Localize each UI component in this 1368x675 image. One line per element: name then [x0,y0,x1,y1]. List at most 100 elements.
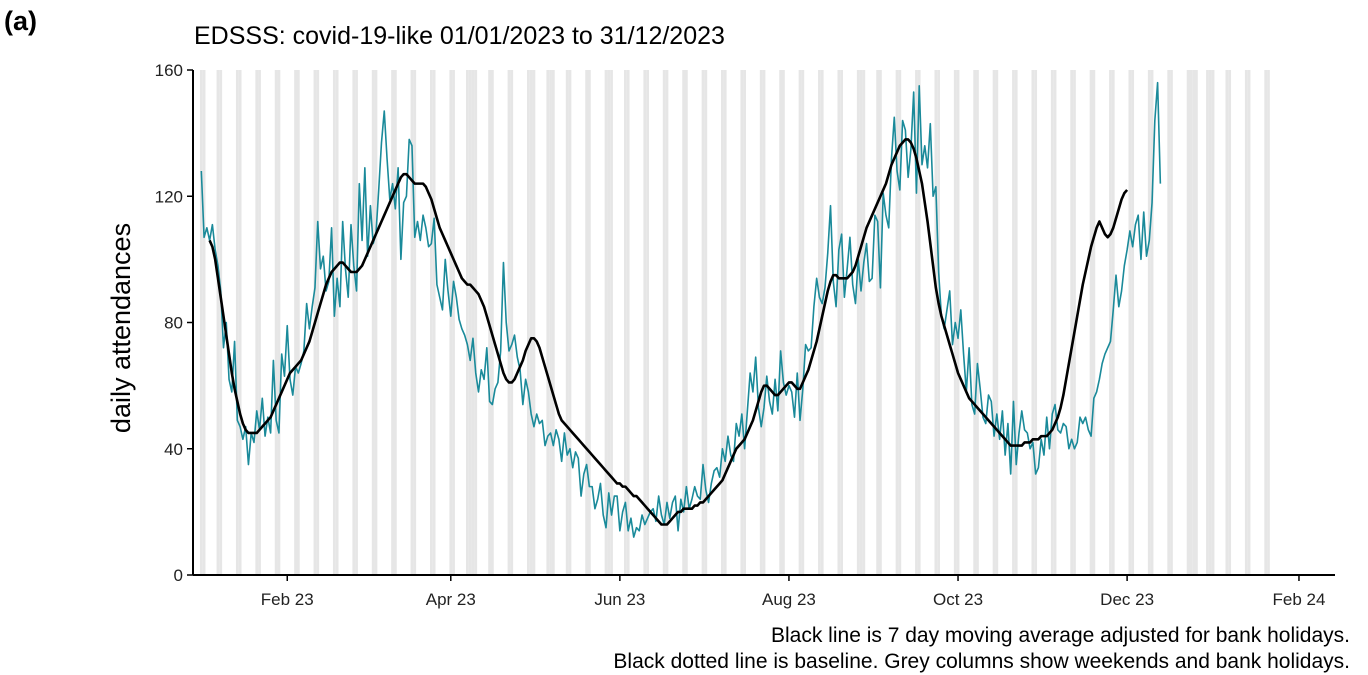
weekend-column [818,70,821,575]
series-lines [200,81,1162,538]
weekend-column [1050,70,1054,575]
weekend-column [587,70,591,575]
weekend-column [685,70,688,575]
weekend-column [258,70,261,575]
weekend-column [1189,70,1193,575]
weekend-column [449,70,453,575]
weekend-column [604,70,608,575]
weekend-column [374,70,378,575]
weekend-column [721,70,724,575]
weekend-column [1073,70,1076,575]
weekend-column [546,70,550,575]
y-tick-label: 40 [164,440,183,459]
weekend-column [976,70,979,575]
weekend-column [332,70,336,575]
weekend-column [801,70,805,575]
weekend-column [529,70,533,575]
weekend-column [701,70,705,575]
weekend-column [1264,70,1268,575]
weekend-column [468,70,472,575]
weekend-column [355,70,358,575]
weekend-column [219,70,223,575]
weekend-column [1012,70,1015,575]
weekend-column [274,70,278,575]
line-chart: 0 40 80 120 160 Feb 23 Apr 23 Jun 23 Aug 23 Oct 2… [106,61,1335,609]
weekend-column [917,70,921,575]
weekend-column [474,70,478,575]
weekend-column [682,70,686,575]
weekend-column [1211,70,1215,575]
weekend-column [1053,70,1057,575]
weekend-column [743,70,746,575]
weekend-column [898,70,902,575]
x-tick-label: Dec 23 [1100,590,1154,609]
weekend-column [490,70,494,575]
axes: 0 40 80 120 160 Feb 23 Apr 23 Jun 23 Aug 23 Oct 2… [155,61,1335,609]
weekend-column [432,70,436,575]
weekend-column [759,70,763,575]
weekend-column [216,70,220,575]
x-tick-label: Apr 23 [426,590,476,609]
weekend-column [1089,70,1093,575]
weekend-column [995,70,999,575]
x-tick-label: Aug 23 [762,590,816,609]
weekend-column [1192,70,1196,575]
weekend-column [1034,70,1038,575]
weekend-column [551,70,555,575]
weekend-column [466,70,469,575]
weekend-column [255,70,259,575]
y-tick-label: 160 [155,61,183,80]
weekend-column [856,70,860,575]
weekend-column [335,70,339,575]
weekend-column [762,70,766,575]
weekend-column [352,70,356,575]
weekend-column [199,70,203,575]
weekend-column [934,70,938,575]
weekend-column [992,70,996,575]
weekend-column [1111,70,1115,575]
weekend-column [1247,70,1251,575]
caption-line-2: Black dotted line is baseline. Grey colu… [613,650,1350,673]
weekend-column [1225,70,1229,575]
weekend-column [507,70,511,575]
weekend-column [820,70,824,575]
caption-line-1: Black line is 7 day moving average adjus… [771,624,1350,647]
weekend-column [740,70,744,575]
chart-title: EDSSS: covid-19-like 01/01/2023 to 31/12… [194,22,725,50]
weekend-column [1244,70,1248,575]
weekend-column [429,70,433,575]
weekend-column [915,70,918,575]
weekend-column [1267,70,1270,575]
weekend-column [879,70,882,575]
y-tick-label: 120 [155,187,183,206]
weekend-column [371,70,375,575]
weekend-column [973,70,977,575]
weekend-column [1131,70,1135,575]
weekend-column [610,70,613,575]
weekend-column [840,70,843,575]
weekend-column [723,70,727,575]
y-tick-label: 0 [174,566,183,585]
weekend-column [665,70,669,575]
weekend-column [837,70,841,575]
weekend-column [1195,70,1198,575]
weekend-column [391,70,394,575]
weekend-column [277,70,281,575]
weekend-column [238,70,242,575]
weekend-column [527,70,530,575]
x-tick-label: Feb 24 [1272,590,1325,609]
weekend-column [1170,70,1173,575]
x-tick-label: Oct 23 [933,590,983,609]
series-line-daily [200,81,1162,538]
weekend-column [1206,70,1209,575]
weekend-column [393,70,397,575]
weekend-columns [199,70,1270,575]
weekend-column [1186,70,1190,575]
weekend-column [413,70,417,575]
x-tick-label: Feb 23 [261,590,314,609]
weekend-column [1031,70,1035,575]
weekend-column [452,70,455,575]
weekend-column [294,70,297,575]
weekend-column [296,70,300,575]
weekend-column [895,70,899,575]
